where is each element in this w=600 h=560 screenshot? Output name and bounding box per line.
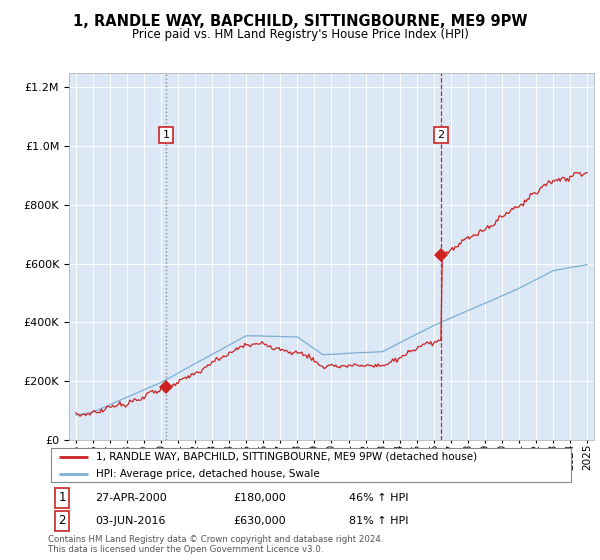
Text: 27-APR-2000: 27-APR-2000 [95, 493, 167, 503]
FancyBboxPatch shape [50, 448, 571, 483]
Text: Contains HM Land Registry data © Crown copyright and database right 2024.: Contains HM Land Registry data © Crown c… [48, 535, 383, 544]
Text: 81% ↑ HPI: 81% ↑ HPI [349, 516, 409, 526]
Text: £180,000: £180,000 [233, 493, 286, 503]
Text: Price paid vs. HM Land Registry's House Price Index (HPI): Price paid vs. HM Land Registry's House … [131, 28, 469, 41]
Text: 2: 2 [59, 514, 66, 528]
Text: £630,000: £630,000 [233, 516, 286, 526]
Text: 1: 1 [163, 130, 170, 140]
Text: 46% ↑ HPI: 46% ↑ HPI [349, 493, 409, 503]
Text: 2: 2 [437, 130, 445, 140]
Text: This data is licensed under the Open Government Licence v3.0.: This data is licensed under the Open Gov… [48, 544, 323, 554]
Text: 1, RANDLE WAY, BAPCHILD, SITTINGBOURNE, ME9 9PW (detached house): 1, RANDLE WAY, BAPCHILD, SITTINGBOURNE, … [95, 451, 476, 461]
Text: HPI: Average price, detached house, Swale: HPI: Average price, detached house, Swal… [95, 469, 319, 479]
Text: 03-JUN-2016: 03-JUN-2016 [95, 516, 166, 526]
Text: 1: 1 [59, 491, 66, 504]
Text: 1, RANDLE WAY, BAPCHILD, SITTINGBOURNE, ME9 9PW: 1, RANDLE WAY, BAPCHILD, SITTINGBOURNE, … [73, 14, 527, 29]
